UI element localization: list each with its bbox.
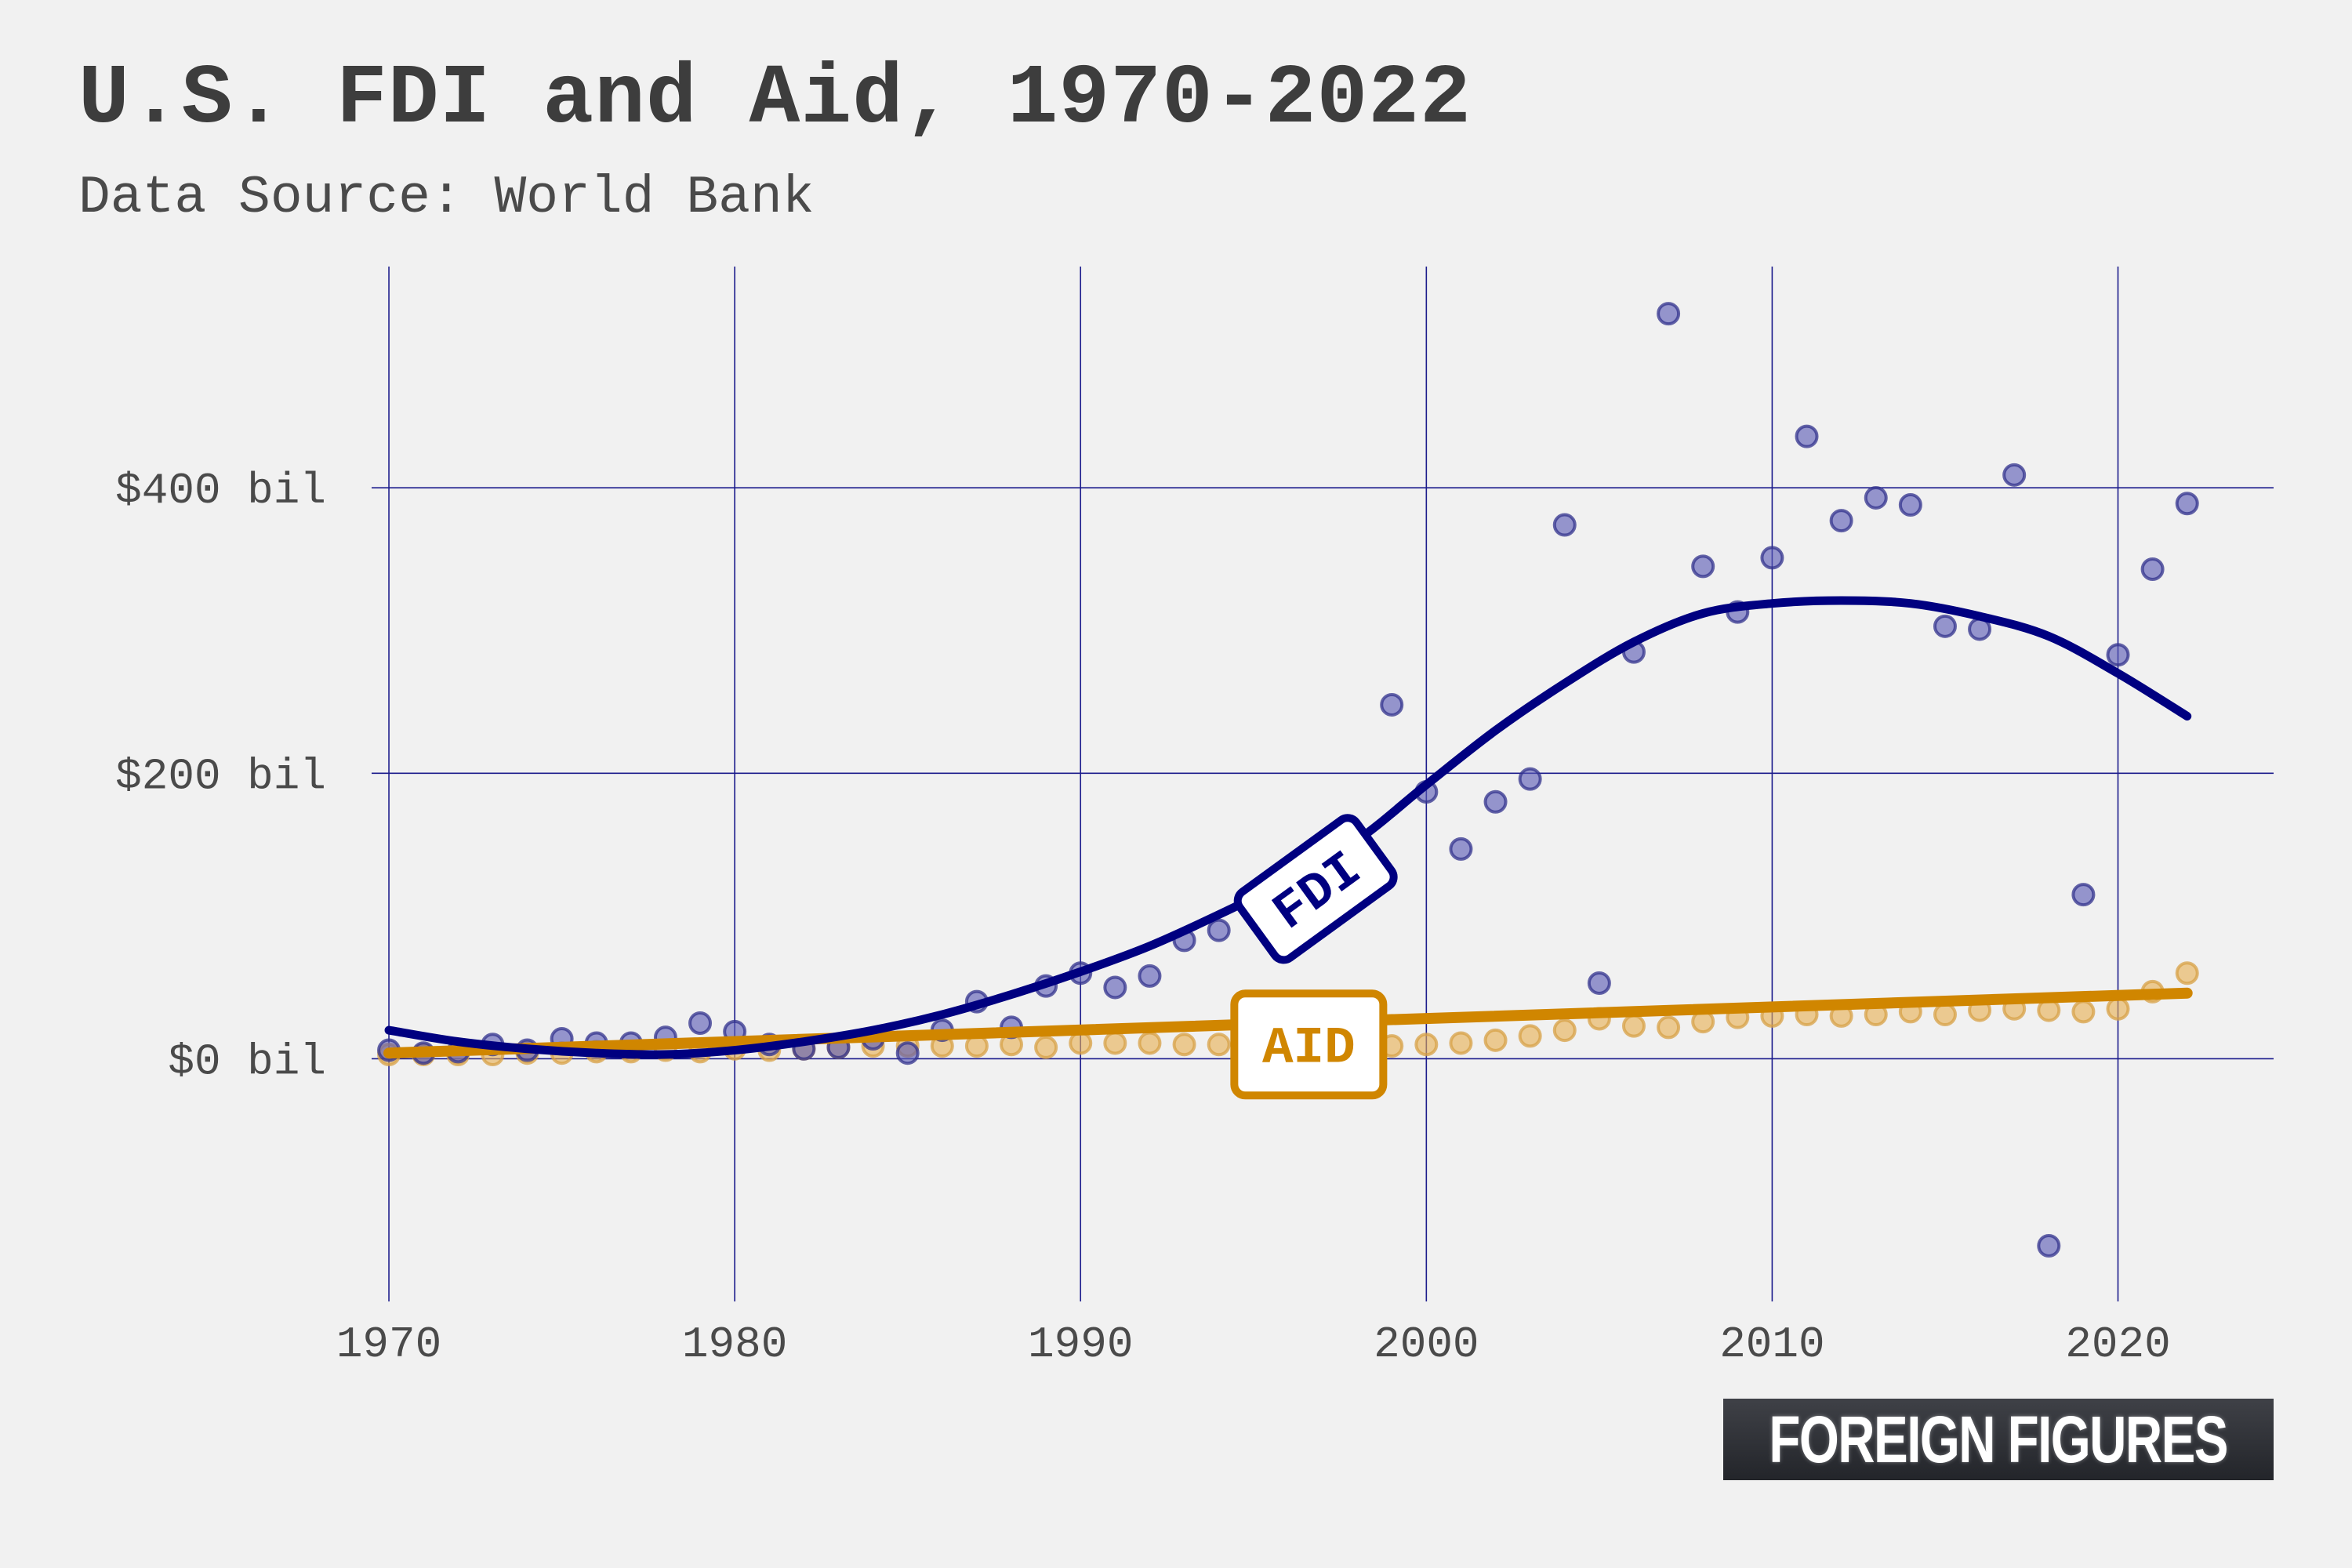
fdi-point <box>895 1041 920 1065</box>
chart-subtitle: Data Source: World Bank <box>78 168 815 228</box>
trend-lines <box>383 596 2193 1059</box>
fdi-point <box>1829 509 1853 533</box>
aid-series-label: AID <box>1230 989 1388 1100</box>
y-tick-label: $0 bil <box>168 1036 326 1087</box>
aid-point <box>1552 1018 1577 1043</box>
aid-point <box>1449 1031 1473 1055</box>
fdi-point <box>1103 975 1127 1000</box>
fdi-label-box <box>1233 814 1398 964</box>
x-tick-label: 2020 <box>2065 1319 2170 1370</box>
fdi-point <box>1691 554 1715 579</box>
fdi-point <box>1933 614 1957 638</box>
series-labels: FDI AID <box>1230 814 1398 1100</box>
grid-lines <box>372 267 2274 1301</box>
aid-point <box>1034 1035 1058 1059</box>
fdi-point <box>1587 971 1611 995</box>
fdi-point <box>1760 546 1784 570</box>
x-tick-label: 1970 <box>336 1319 441 1370</box>
aid-point <box>1414 1033 1439 1057</box>
fdi-point <box>1380 692 1404 717</box>
fdi-point <box>1898 493 1922 517</box>
fdi-point <box>1864 485 1888 510</box>
x-tick-label: 1980 <box>682 1319 787 1370</box>
fdi-point <box>2037 1233 2061 1258</box>
fdi-point <box>2002 463 2027 487</box>
y-tick-labels: $0 bil $200 bil $400 bil <box>115 466 326 1087</box>
data-points <box>377 302 2199 1258</box>
fdi-point <box>1657 302 1681 326</box>
fdi-point <box>1207 918 1231 942</box>
y-tick-label: $400 bil <box>115 466 326 516</box>
fdi-point <box>2106 643 2130 667</box>
fdi-point <box>2175 492 2199 516</box>
aid-label-box <box>1230 989 1388 1100</box>
aid-point <box>1069 1031 1093 1055</box>
aid-point <box>1518 1024 1542 1048</box>
x-tick-label: 2000 <box>1374 1319 1479 1370</box>
aid-point <box>1207 1033 1231 1057</box>
aid-point <box>1103 1031 1127 1055</box>
fdi-point <box>1795 424 1819 448</box>
brand-text: FOREIGN FIGURES <box>1769 1402 2229 1476</box>
aid-point <box>1172 1033 1196 1057</box>
aid-point <box>1933 1003 1957 1027</box>
x-tick-label: 1990 <box>1028 1319 1133 1370</box>
chart-title: U.S. FDI and Aid, 1970-2022 <box>78 52 1472 147</box>
fdi-point <box>688 1011 713 1035</box>
aid-point <box>1483 1028 1508 1052</box>
brand-logo: FOREIGN FIGURES <box>1723 1399 2274 1480</box>
fdi-point <box>1518 767 1542 791</box>
fdi-point <box>1552 513 1577 537</box>
aid-point <box>2175 961 2199 985</box>
aid-label-text: AID <box>1262 1018 1356 1077</box>
fdi-point <box>1483 789 1508 814</box>
x-tick-labels: 1970 1980 1990 2000 2010 2020 <box>336 1319 2171 1370</box>
aid-point <box>1138 1031 1162 1055</box>
x-tick-label: 2010 <box>1719 1319 1824 1370</box>
fdi-trend-line <box>384 596 2192 1059</box>
aid-point <box>1657 1015 1681 1040</box>
fdi-series-label: FDI <box>1233 814 1398 964</box>
aid-point <box>2071 1000 2096 1024</box>
fdi-point <box>1138 964 1162 988</box>
fdi-point <box>1449 837 1473 861</box>
y-tick-label: $200 bil <box>115 751 326 801</box>
aid-point <box>2106 996 2130 1021</box>
fdi-point <box>2140 557 2165 581</box>
fdi-point <box>2071 883 2096 907</box>
aid-point <box>1621 1014 1646 1038</box>
